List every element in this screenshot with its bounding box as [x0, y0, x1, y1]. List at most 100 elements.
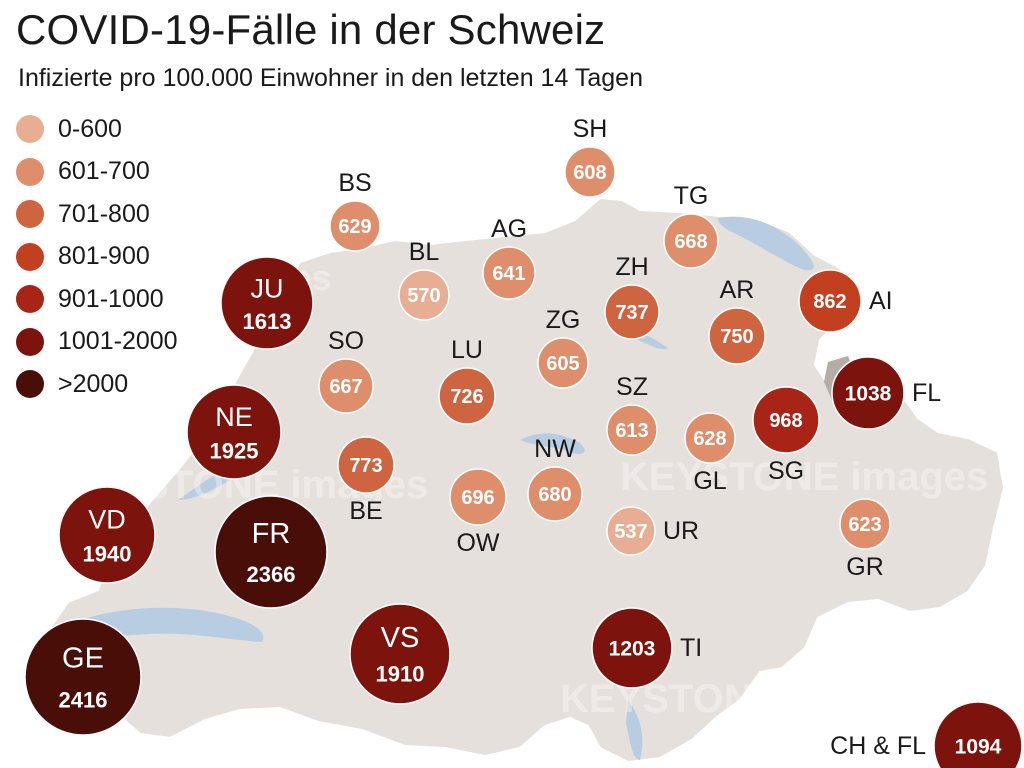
lake-maggiore: [626, 700, 643, 760]
legend-label: 801-900: [58, 242, 150, 271]
canton-ag: 641 AG: [482, 215, 536, 300]
canton-code: OW: [456, 529, 499, 557]
canton-code: BL: [409, 238, 440, 266]
canton-code: TG: [674, 182, 709, 210]
canton-code: FL: [912, 379, 941, 407]
legend-swatch: [16, 370, 44, 399]
canton-bs: 629 BS: [329, 169, 381, 252]
canton-value: 629: [338, 216, 371, 238]
watermark: KEYSTONE images: [620, 65, 951, 106]
lake-lucerne: [520, 433, 585, 455]
canton-ju: 1613 JU: [220, 256, 314, 350]
canton-bubble: [58, 486, 156, 584]
canton-bubble: [933, 701, 1023, 768]
legend-item: 901-1000: [16, 278, 178, 321]
canton-value: 773: [349, 455, 382, 477]
canton-bubble: [606, 404, 658, 456]
canton-code: NE: [215, 402, 253, 432]
canton-bubble: [186, 384, 282, 480]
canton-zg: 605 ZG: [537, 306, 589, 389]
canton-sz: 613 SZ: [606, 373, 658, 456]
canton-code: VS: [381, 622, 420, 654]
canton-value: 2416: [59, 688, 108, 713]
canton-lu: 726 LU: [438, 336, 496, 425]
legend-label: 901-1000: [58, 284, 164, 313]
canton-value: 641: [492, 263, 525, 285]
canton-bl: 570 BL: [398, 238, 450, 321]
legend-item: 801-900: [16, 236, 178, 279]
canton-ur: 537 UR: [606, 506, 699, 556]
legend-label: >2000: [58, 369, 129, 398]
canton-code: SH: [573, 115, 608, 143]
canton-code: SZ: [616, 373, 648, 401]
canton-code: NW: [534, 435, 576, 463]
canton-value: 862: [813, 291, 846, 313]
canton-value: 750: [720, 326, 753, 348]
canton-bubble: [684, 412, 736, 464]
canton-gl: 628 GL: [684, 412, 736, 495]
canton-value: 726: [450, 386, 483, 408]
canton-code: UR: [663, 517, 699, 545]
canton-code: SG: [768, 457, 804, 485]
canton-be: 773 BE: [337, 436, 395, 525]
canton-bubble: [564, 146, 616, 198]
legend-item: 0-600: [16, 108, 178, 151]
canton-code: VD: [88, 505, 126, 535]
canton-bubble: [337, 436, 395, 494]
canton-value: 623: [848, 514, 881, 536]
canton-value: 668: [674, 231, 707, 253]
legend-label: 1001-2000: [58, 327, 178, 356]
canton-value: 537: [614, 521, 647, 543]
canton-value: 1925: [210, 438, 259, 463]
canton-bubble: [438, 367, 496, 425]
canton-fl: 1038 FL: [831, 356, 941, 430]
canton-code: JU: [251, 273, 284, 303]
canton-bubble: [24, 618, 142, 736]
canton-code: FR: [252, 518, 291, 550]
canton-value: 570: [407, 285, 440, 307]
legend-label: 701-800: [58, 199, 150, 228]
legend-item: 601-700: [16, 151, 178, 194]
canton-value: 680: [538, 484, 571, 506]
canton-value: 696: [461, 487, 494, 509]
canton-value: 968: [769, 410, 802, 432]
canton-nw: 680 NW: [527, 435, 583, 522]
canton-ar: 750 AR: [708, 276, 766, 365]
canton-code: GE: [62, 642, 104, 674]
canton-bubble: [798, 269, 862, 333]
canton-zh: 737 ZH: [604, 253, 660, 340]
canton-bubble: [708, 307, 766, 365]
canton-bubble: [604, 284, 660, 340]
canton-ow: 696 OW: [449, 468, 507, 557]
legend-swatch: [16, 285, 44, 314]
legend-label: 601-700: [58, 157, 150, 186]
canton-sh: 608 SH: [564, 115, 616, 198]
canton-code: ZH: [615, 253, 648, 281]
lake-constance: [718, 216, 814, 271]
canton-fr: 2366 FR: [214, 495, 328, 609]
canton-value: 628: [693, 428, 726, 450]
legend-swatch: [16, 157, 44, 186]
canton-gr: 623 GR: [839, 498, 891, 581]
legend-swatch: [16, 115, 44, 144]
canton-code: GL: [693, 467, 726, 495]
canton-sg: 968 SG: [752, 386, 820, 485]
legend-item: >2000: [16, 363, 178, 406]
canton-bubble: [220, 256, 314, 350]
canton-vd: 1940 VD: [58, 486, 156, 584]
canton-value: 605: [546, 353, 579, 375]
canton-code: BE: [349, 497, 382, 525]
canton-bubble: [606, 506, 656, 556]
canton-bubble: [839, 498, 891, 550]
canton-code: CH & FL: [830, 732, 926, 760]
canton-code: ZG: [546, 306, 581, 334]
canton-ch-fl: 1094 CH & FL: [830, 701, 1023, 768]
canton-value: 1038: [845, 383, 892, 406]
canton-code: AG: [491, 215, 527, 243]
canton-ti: 1203 TI: [591, 607, 702, 689]
legend-swatch: [16, 200, 44, 229]
watermark: KEYSTONE images: [620, 455, 988, 499]
canton-tg: 668 TG: [663, 182, 719, 269]
page-title: COVID-19-Fälle in der Schweiz: [16, 6, 606, 53]
legend-swatch: [16, 327, 44, 356]
